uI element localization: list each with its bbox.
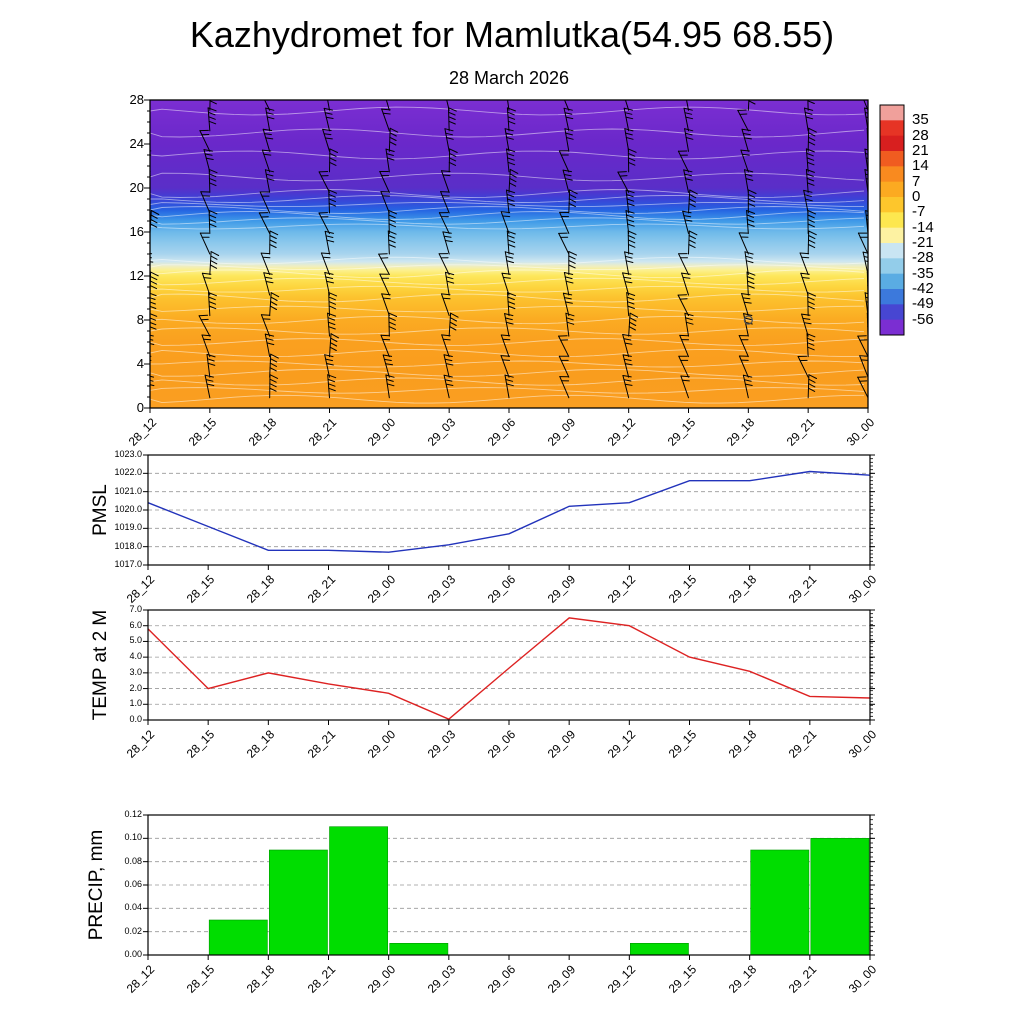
y-tick-label: 0.00 (124, 949, 142, 959)
cross-section-field (150, 100, 868, 408)
y-tick-label: 0.10 (124, 832, 142, 843)
temperature-colorbar (879, 104, 905, 336)
y-tick-label: 5.0 (129, 635, 142, 646)
y-tick-label: 1018.0 (114, 540, 142, 551)
y-tick-label: 0 (136, 400, 144, 415)
precip-bars (208, 826, 870, 956)
y-tick-label: 4 (136, 356, 144, 371)
temp-line (147, 617, 871, 721)
date-subtitle: 28 March 2026 (448, 68, 570, 88)
precip-panel (143, 814, 875, 960)
colorbar-label: 35 (912, 111, 929, 129)
pmsl-panel (143, 454, 875, 570)
temp-axis-title: TEMP at 2 M (90, 609, 111, 721)
wind-barbs (150, 100, 868, 399)
y-tick-label: 1020.0 (114, 504, 142, 514)
pmsl-axis-title: PMSL (90, 484, 111, 536)
pmsl-line (147, 470, 871, 553)
y-tick-label: 16 (129, 224, 144, 239)
y-tick-label: 24 (129, 136, 144, 151)
y-tick-label: 1021.0 (114, 485, 142, 496)
y-tick-label: 3.0 (129, 666, 142, 677)
precip-axis-title: PRECIP, mm (86, 829, 107, 941)
y-tick-label: 6.0 (129, 619, 142, 630)
colorbar-label: 21 (912, 142, 929, 159)
cross-section-axes (144, 99, 869, 413)
y-tick-label: 0.0 (129, 714, 142, 724)
y-tick-label: 28 (129, 92, 144, 107)
y-tick-label: 1.0 (129, 698, 142, 709)
y-tick-label: 8 (136, 312, 144, 327)
y-tick-label: 12 (129, 268, 144, 283)
colorbar-label: -21 (912, 234, 934, 251)
temp-panel (143, 609, 875, 725)
colorbar-label: 28 (912, 126, 929, 144)
y-tick-label: 0.06 (124, 879, 142, 889)
contour-lines (150, 106, 865, 404)
colorbar-label: -7 (912, 203, 926, 221)
colorbar-label: -14 (912, 218, 934, 236)
page-title: Kazhydromet for Mamlutka(54.95 68.55) (189, 14, 835, 55)
colorbar-label: 7 (912, 172, 921, 190)
y-tick-label: 1017.0 (114, 559, 142, 569)
colorbar-label: 14 (912, 157, 929, 175)
colorbar-label: -56 (912, 310, 934, 328)
y-tick-label: 0.04 (124, 902, 142, 913)
y-tick-label: 1023.0 (114, 449, 142, 459)
colorbar-label: 0 (912, 188, 921, 205)
y-tick-label: 4.0 (129, 651, 142, 662)
y-tick-label: 20 (129, 180, 144, 195)
colorbar-label: -42 (912, 280, 934, 297)
y-tick-label: 0.08 (124, 855, 142, 866)
y-tick-label: 0.12 (124, 809, 142, 819)
colorbar-label: -49 (912, 295, 934, 313)
y-tick-label: 2.0 (129, 682, 142, 693)
contour-center-marker (743, 315, 753, 325)
colorbar-label: -28 (912, 249, 934, 267)
y-tick-label: 0.02 (124, 925, 142, 936)
y-tick-label: 1019.0 (114, 522, 142, 533)
y-tick-label: 7.0 (129, 604, 142, 614)
colorbar-label: -35 (912, 264, 934, 282)
y-tick-label: 1022.0 (114, 467, 142, 478)
